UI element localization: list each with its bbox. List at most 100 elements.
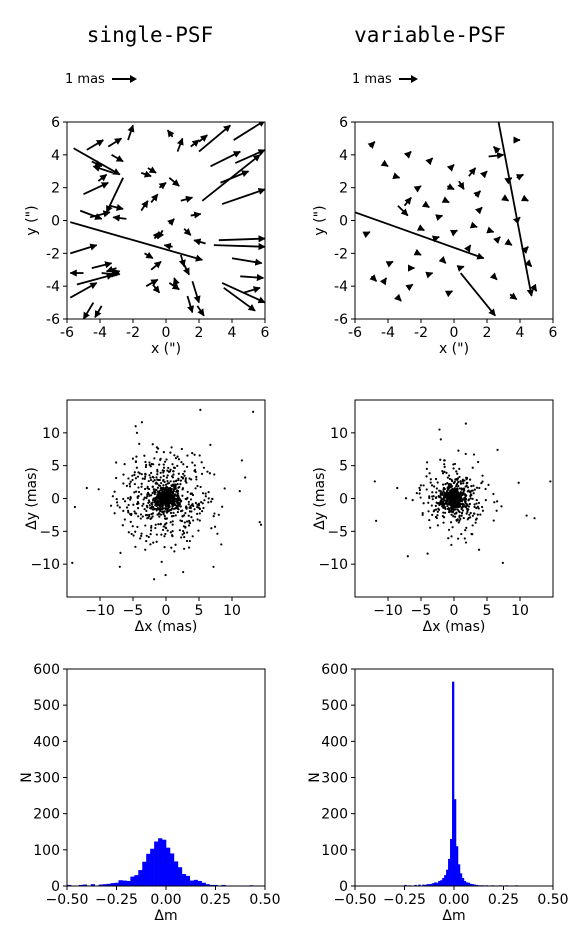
displacement-vector xyxy=(190,139,200,148)
scatter-point xyxy=(425,475,428,478)
scatter-point xyxy=(125,506,129,509)
displacement-vector xyxy=(180,195,194,203)
x-tick-label: -4 xyxy=(381,325,395,341)
scatter-point xyxy=(431,491,434,494)
scatter-point xyxy=(153,479,156,482)
scatter-point xyxy=(202,506,205,510)
scatter-point xyxy=(132,534,135,537)
scatter-point xyxy=(441,491,444,494)
scatter-point xyxy=(455,499,458,502)
x-tick-label: −10 xyxy=(85,603,115,619)
scatter-point xyxy=(469,497,472,500)
scatter-point xyxy=(130,532,133,536)
scatter-point xyxy=(517,481,520,484)
scatter-point xyxy=(163,510,166,513)
scatter-point xyxy=(453,462,457,466)
displacement-vector xyxy=(431,235,440,243)
scatter-point xyxy=(133,471,136,474)
histogram-bar xyxy=(189,880,195,886)
scatter-point xyxy=(176,455,179,458)
scatter-point xyxy=(142,502,145,505)
scatter-point xyxy=(172,496,175,499)
scatter-point xyxy=(184,497,187,501)
scatter-point xyxy=(162,494,165,497)
scatter-point xyxy=(189,492,192,495)
scatter-point xyxy=(496,448,499,452)
displacement-vector xyxy=(369,274,378,282)
scatter-point xyxy=(197,504,201,507)
displacement-vector xyxy=(403,196,412,207)
scatter-point xyxy=(134,425,137,428)
scatter-point xyxy=(466,490,469,493)
x-tick-label: 0 xyxy=(162,325,171,341)
displacement-vector xyxy=(198,124,231,153)
y-tick-label: −5 xyxy=(39,524,60,540)
displacement-vector xyxy=(191,280,201,304)
histogram-bar xyxy=(110,883,115,886)
scatter-point xyxy=(549,480,552,483)
scatter-point xyxy=(442,486,446,490)
x-tick-label: 10 xyxy=(511,603,529,619)
scatter-point xyxy=(170,546,173,549)
scatter-point xyxy=(150,494,153,497)
displacement-vector xyxy=(468,167,477,177)
scatter-point xyxy=(436,510,439,513)
histogram-bar xyxy=(414,884,417,886)
scatter-point xyxy=(464,502,467,505)
scatter-point xyxy=(144,465,148,469)
scatter-point xyxy=(411,499,414,502)
scatter-point xyxy=(463,537,466,540)
scatter-point xyxy=(111,495,114,498)
scatter-point xyxy=(193,468,197,472)
histogram-bar xyxy=(166,847,171,886)
scatter-point xyxy=(461,503,464,506)
displacement-vector xyxy=(416,224,425,232)
displacement-vector xyxy=(463,244,472,253)
histogram-bar xyxy=(428,884,431,886)
histogram-bar xyxy=(444,875,447,886)
scatter-point xyxy=(162,490,166,493)
scatter-point xyxy=(469,491,472,494)
scatter-point xyxy=(159,471,162,474)
scatter-point xyxy=(130,513,133,517)
scatter-point xyxy=(149,543,152,546)
scatter-point xyxy=(444,501,448,504)
scatter-point xyxy=(455,470,458,473)
scatter-point xyxy=(181,494,184,497)
scatter-point xyxy=(155,488,158,492)
displacement-vector xyxy=(421,200,430,209)
y-tick-label: 5 xyxy=(339,459,348,475)
scatter-point xyxy=(471,524,474,527)
scatter-point xyxy=(180,461,183,464)
scatter-point xyxy=(184,480,187,483)
scatter-point xyxy=(145,514,149,517)
x-tick-label: −5 xyxy=(411,603,432,619)
scatter-point xyxy=(165,489,168,492)
scatter-point xyxy=(162,466,166,469)
scatter-point xyxy=(137,490,141,494)
x-tick-label: 0 xyxy=(162,603,171,619)
scatter-point xyxy=(143,477,146,480)
histogram-bar xyxy=(98,884,103,886)
scatter-point xyxy=(428,496,431,500)
scatter-point xyxy=(188,477,191,480)
plot-area xyxy=(71,408,263,581)
histogram-bar xyxy=(118,880,123,886)
scatter-point xyxy=(434,504,437,507)
histogram-bar xyxy=(173,861,179,886)
displacement-vector xyxy=(210,150,241,168)
scatter-point xyxy=(426,461,429,464)
scatter-point xyxy=(477,507,480,510)
histogram-bar xyxy=(90,884,96,886)
displacement-vector xyxy=(213,242,265,251)
displacement-vector xyxy=(218,235,265,243)
scatter-point xyxy=(481,509,485,512)
histogram-bar xyxy=(78,884,84,886)
scatter-point xyxy=(427,510,430,513)
histogram-bar xyxy=(201,882,206,886)
scatter-point xyxy=(71,561,74,564)
scatter-point xyxy=(190,510,193,513)
scatter-point xyxy=(462,487,466,490)
scatter-point xyxy=(446,502,449,505)
displacement-vector xyxy=(145,278,159,287)
